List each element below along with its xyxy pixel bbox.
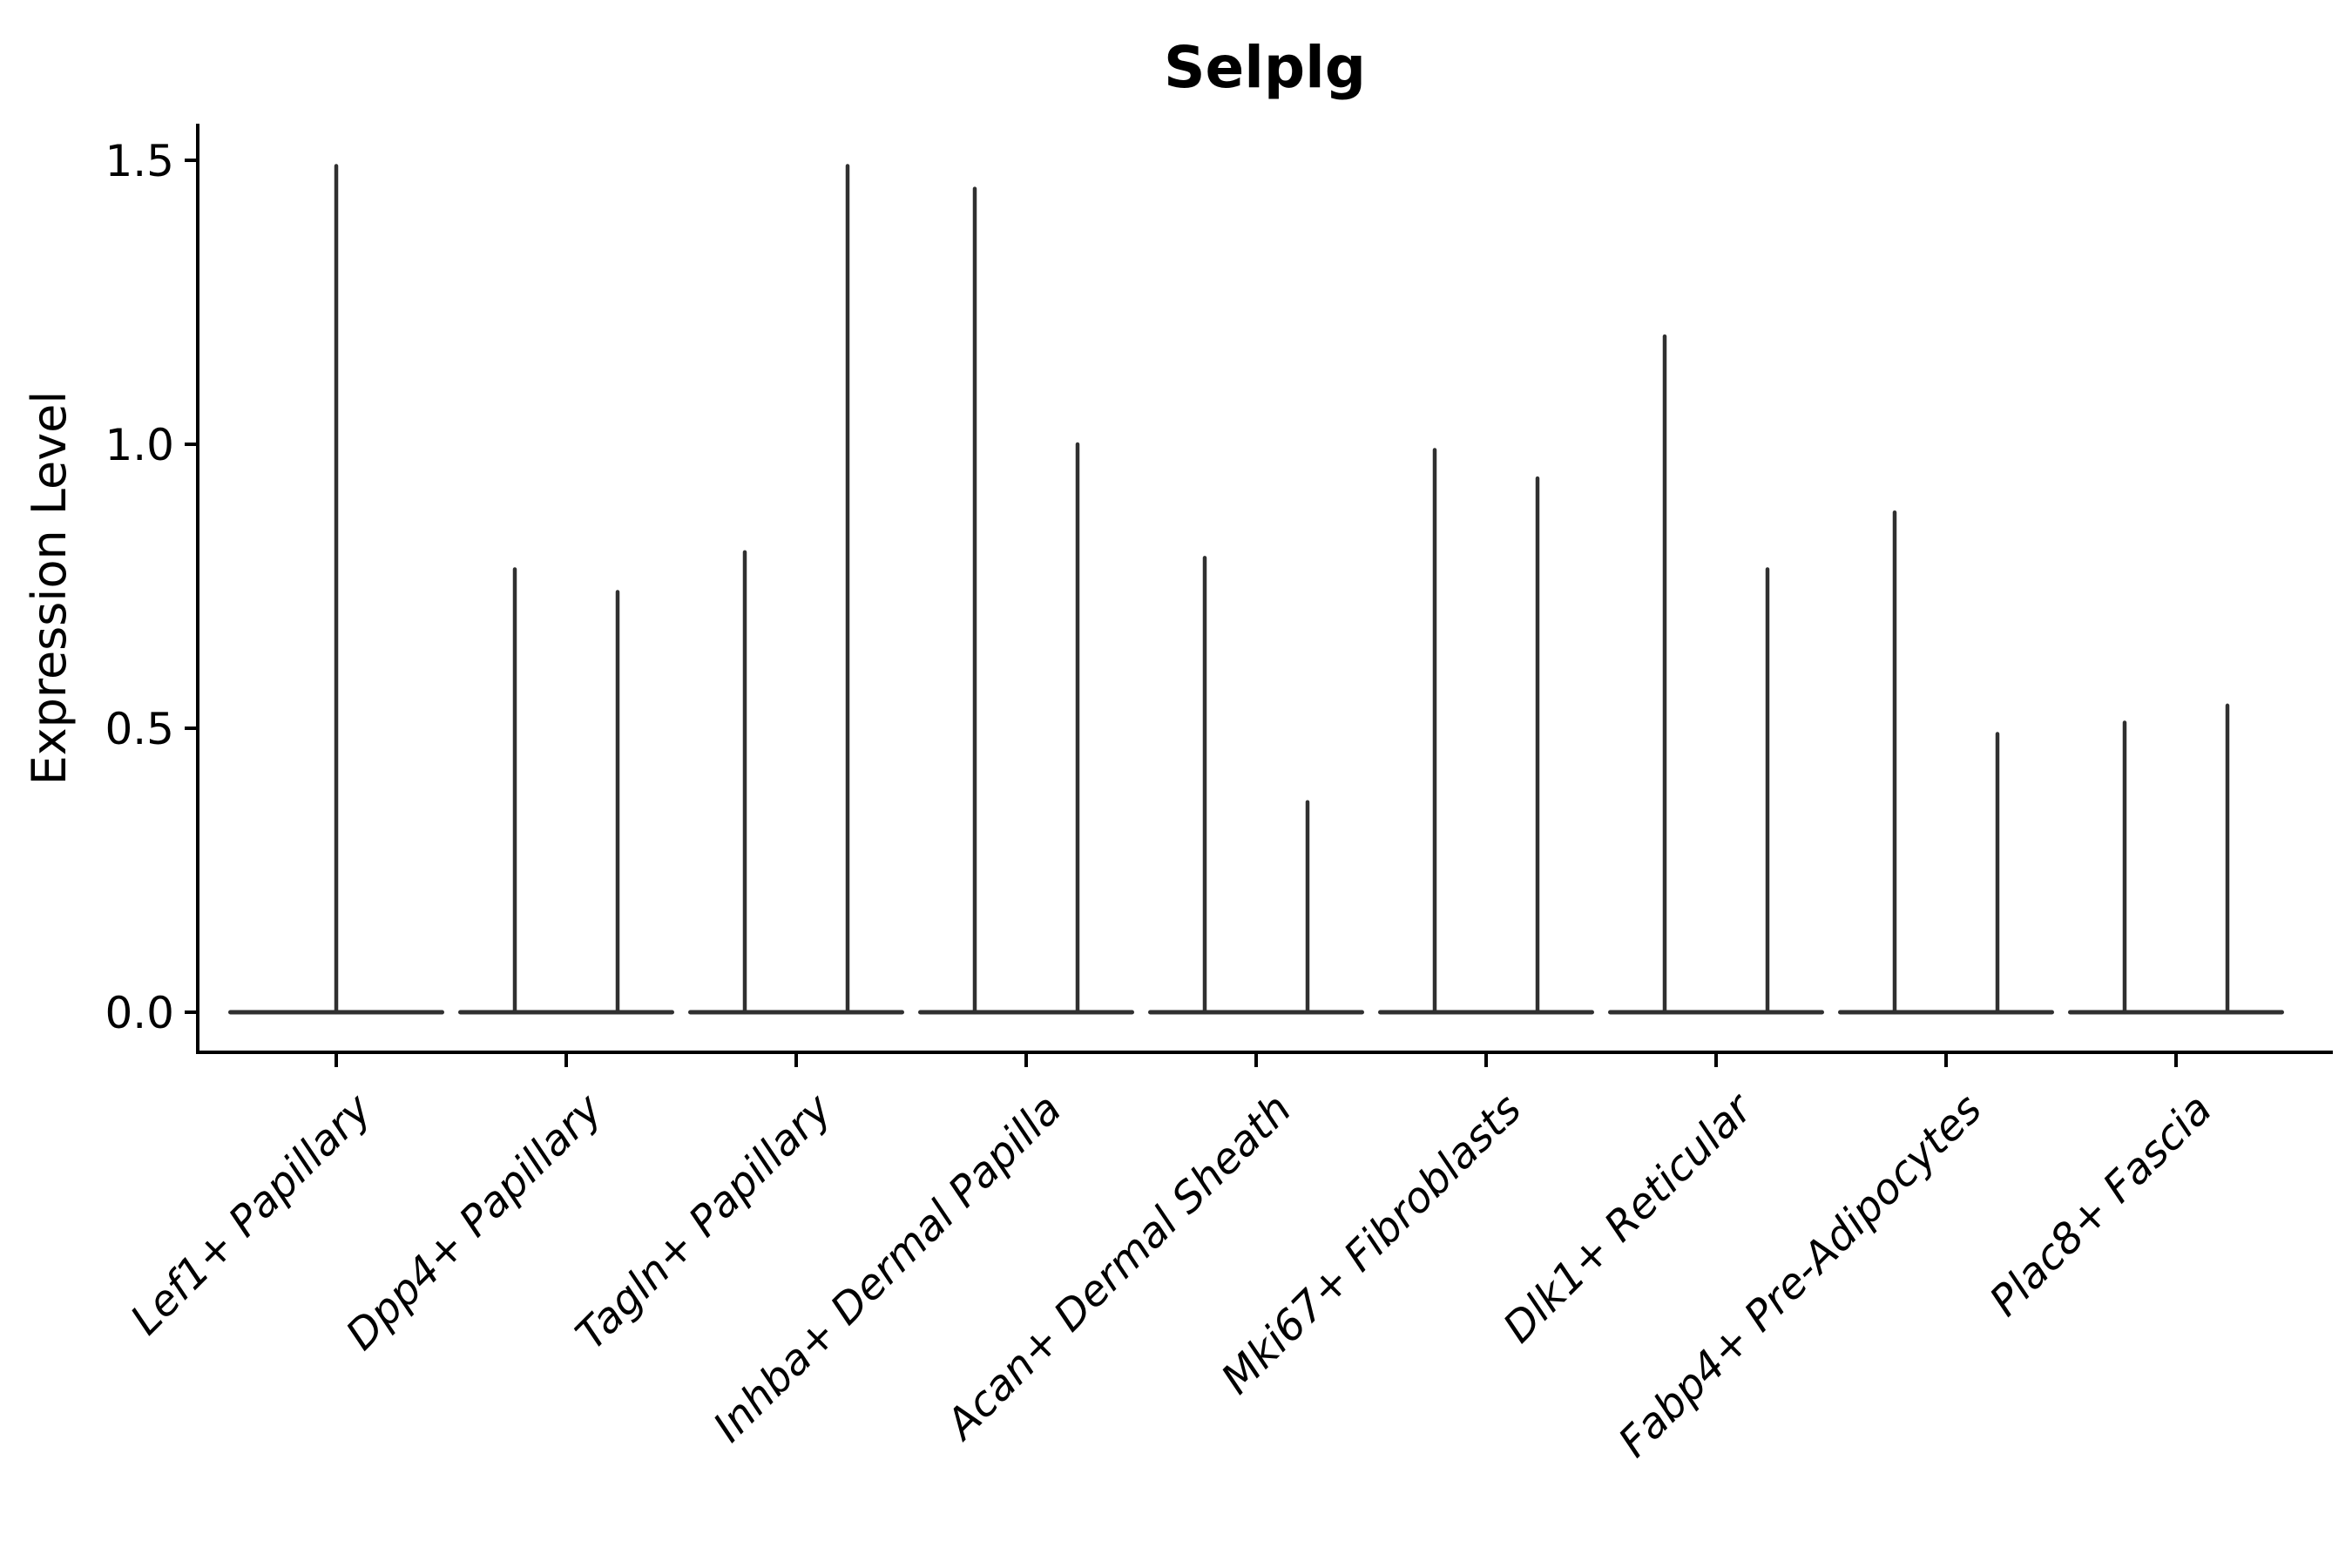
violin-layer	[228, 164, 2284, 1015]
chart-title: Selplg	[1164, 34, 1366, 101]
y-axis-label: Expression Level	[22, 391, 77, 786]
y-tick-label: 1.0	[105, 420, 174, 470]
y-tick-label: 1.5	[105, 136, 174, 186]
y-tick-label: 0.0	[105, 988, 174, 1038]
y-tick-label: 0.5	[105, 704, 174, 754]
axes-layer: 0.0 0.5 1.0 1.5	[105, 124, 2333, 1067]
